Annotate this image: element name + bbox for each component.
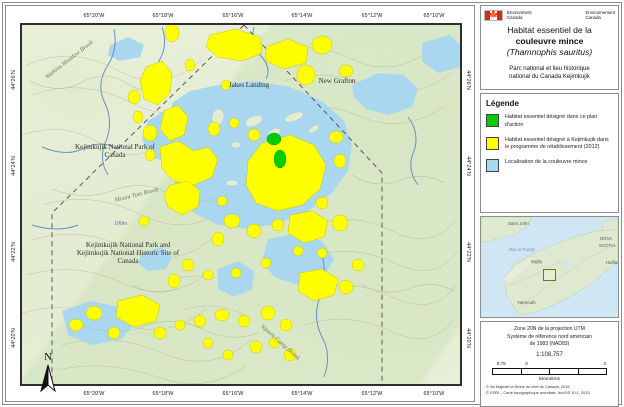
habitat-recovery-polygons <box>68 25 365 362</box>
habitat-action-plan-polygons <box>266 132 287 169</box>
title-header-box: 🍁 Environment Canada Environnement Canad… <box>480 5 619 90</box>
map-panel: Watkins Meadow Brook Kejimkujik National… <box>5 5 475 402</box>
projection-text: Zone 20N de la projection UTM Système de… <box>485 326 614 349</box>
legend-title: Légende <box>486 99 519 108</box>
north-arrow-label: N <box>44 351 52 363</box>
scale-bar-number-1: 0 <box>525 360 528 366</box>
inset-label-nova: NOVA <box>600 236 613 241</box>
projection-scale-box: Zone 20N de la projection UTM Système de… <box>480 321 619 407</box>
lat-label-left-0: 44°26'N <box>11 70 17 90</box>
canada-flag-icon: 🍁 <box>484 9 503 21</box>
lat-label-right-0: 44°26'N <box>465 70 471 90</box>
lon-label-bottom-1: 65°18'W <box>152 391 174 397</box>
inset-label-scotia: SCOTIA <box>599 243 616 248</box>
projection-line2: Système de référence nord américain <box>507 333 592 340</box>
map-subtitle-line2: national du Canada Kejimkujik <box>509 73 590 80</box>
legend-label-snake-location: Localisation de la couleuvre mince <box>505 159 588 166</box>
scale-bar-unit: kilomètres <box>539 375 560 381</box>
credit-line-2: © ESRI – Carte topographique mondiale, A… <box>486 389 590 395</box>
legend-item-snake-location: Localisation de la couleuvre mince <box>486 159 613 173</box>
lon-label-bottom-4: 65°12'W <box>361 391 383 397</box>
map-graticule-frame: Watkins Meadow Brook Kejimkujik National… <box>20 23 462 386</box>
agency-label-en-line1: Environment <box>507 9 532 15</box>
lon-label-bottom-5: 65°10'W <box>423 391 445 397</box>
lon-label-top-3: 65°14'W <box>291 13 313 19</box>
legend-swatch-yellow <box>486 136 499 150</box>
legend-label-action-plan: Habitat essentiel désigné dans ce plan d… <box>505 114 598 128</box>
agency-label-fr-line2: Canada <box>585 15 601 20</box>
lat-label-right-3: 44°20'N <box>465 328 471 348</box>
side-panel: 🍁 Environment Canada Environnement Canad… <box>480 5 619 407</box>
projection-line1: Zone 20N de la projection UTM <box>514 326 585 332</box>
inset-map-svg <box>481 217 618 317</box>
scale-bar-number-2: 3 <box>603 360 606 366</box>
legend-item-recovery-2012: Habitat essentiel désigné à Kejimkujik d… <box>486 136 613 153</box>
map-subtitle: Parc national et lieu historique nationa… <box>484 63 615 81</box>
map-title-line1: Habitat essentiel de la <box>507 25 592 35</box>
agency-label-en: Environment Canada <box>507 10 532 21</box>
lon-label-top-5: 65°10'W <box>423 13 445 19</box>
lon-label-top-4: 65°12'W <box>361 13 383 19</box>
map-title-line2: couleuvre mince <box>515 36 584 47</box>
inset-label-digby: Digby <box>531 259 543 264</box>
credits: © Sa Majesté la Reine du chef du Canada,… <box>485 384 614 396</box>
projection-line3: de 1983 (NAD83) <box>529 341 570 348</box>
inset-label-bay-of-fundy: Bay of Fundy <box>509 247 535 252</box>
north-arrow: N <box>28 351 68 397</box>
inset-label-halifax: Halifax <box>606 260 619 265</box>
lon-label-bottom-3: 65°14'W <box>291 391 313 397</box>
lon-label-top-2: 65°16'W <box>222 13 244 19</box>
legend-swatch-blue <box>486 159 499 173</box>
agency-label-en-line2: Canada <box>507 15 523 20</box>
lat-label-left-2: 44°22'N <box>11 242 17 262</box>
inset-locator-map: Saint John Bay of Fundy Digby NOVA SCOTI… <box>480 216 619 318</box>
lat-label-right-1: 44°24'N <box>465 156 471 176</box>
legend-label-recovery-2012: Habitat essentiel désigné à Kejimkujik d… <box>505 136 609 151</box>
inset-extent-indicator <box>543 269 556 281</box>
map-title: Habitat essentiel de la couleuvre mince … <box>484 25 615 59</box>
legend-swatch-green <box>486 114 499 127</box>
scale-bar-graphic <box>492 367 607 375</box>
inset-label-yarmouth: Yarmouth <box>517 300 536 305</box>
credit-line-1: © Sa Majesté la Reine du chef du Canada,… <box>486 383 570 389</box>
scale-bar-numbers: 0.75 0 3 <box>492 361 607 368</box>
lon-label-top-0: 65°20'W <box>83 13 105 19</box>
map-subtitle-line1: Parc national et lieu historique <box>509 65 590 72</box>
scale-ratio: 1:108,757 <box>536 351 563 358</box>
park-boundary-line <box>51 25 383 384</box>
map-features-layer <box>22 25 460 384</box>
government-identifier-row: 🍁 Environment Canada Environnement Canad… <box>484 8 615 22</box>
inset-label-saint-john: Saint John <box>508 221 529 226</box>
lon-label-bottom-0: 65°20'W <box>83 391 105 397</box>
lon-label-bottom-2: 65°16'W <box>222 391 244 397</box>
legend-box: Légende Habitat essentiel désigné dans c… <box>480 93 619 213</box>
north-arrow-icon <box>40 364 56 393</box>
lat-label-left-1: 44°24'N <box>11 156 17 176</box>
scale-bar-number-0: 0.75 <box>496 360 506 366</box>
lat-label-right-2: 44°22'N <box>465 242 471 262</box>
lat-label-left-3: 44°20'N <box>11 328 17 348</box>
agency-label-fr: Environnement Canada <box>585 10 615 21</box>
lon-label-top-1: 65°18'W <box>152 13 174 19</box>
scale-bar: 0.75 0 3 kilomètres <box>485 361 614 381</box>
legend-item-action-plan: Habitat essentiel désigné dans ce plan d… <box>486 114 613 130</box>
map-title-scientific-name: (Thamnophis sauritus) <box>506 47 593 58</box>
agency-label-fr-line1: Environnement <box>585 9 615 15</box>
